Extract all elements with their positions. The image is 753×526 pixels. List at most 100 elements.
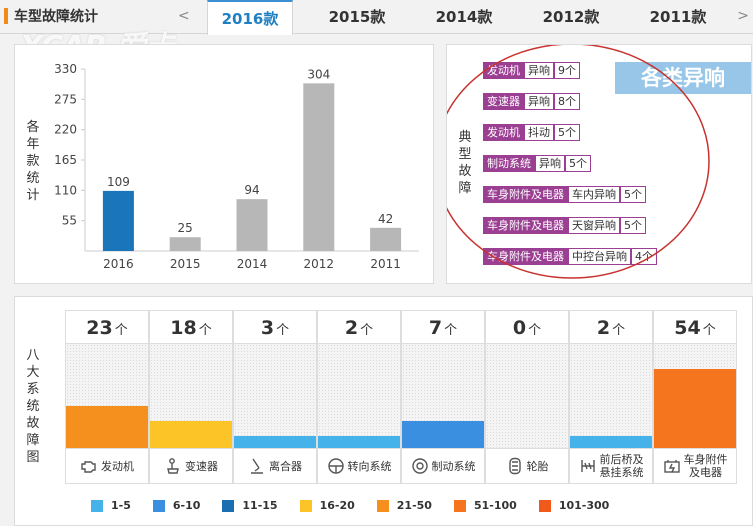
system-name: 车身附件 及电器: [683, 453, 728, 479]
legend-label: 101-300: [558, 499, 610, 512]
fault-issue: 异响: [524, 93, 554, 110]
legend-item: 6-10: [152, 499, 200, 512]
system-level-area: [65, 344, 149, 448]
fault-count: 8个: [554, 93, 580, 110]
system-level-area: [569, 344, 653, 448]
legend-swatch: [91, 499, 103, 512]
fault-item[interactable]: 发动机 异响 9个: [483, 62, 580, 79]
fault-item[interactable]: 车身附件及电器 天窗异响 5个: [483, 217, 646, 234]
system-name: 离合器: [269, 459, 302, 473]
legend-swatch: [152, 499, 165, 512]
bar-2016[interactable]: [102, 190, 134, 251]
tab-2015[interactable]: 2015款: [328, 8, 386, 26]
fault-part: 发动机: [483, 124, 524, 141]
y-tick-label: 330: [54, 62, 77, 76]
fault-count: 9个: [554, 62, 580, 79]
widget-title: 车型故障统计: [14, 9, 98, 25]
system-column[interactable]: 18 个变速器: [149, 310, 233, 484]
system-count-unit: 个: [444, 323, 458, 338]
typical-faults-vertical-label: 典型故障: [458, 130, 472, 196]
fault-issue: 异响: [535, 155, 565, 172]
system-column[interactable]: 54 个车身附件 及电器: [653, 310, 737, 484]
x-tick-label: 2011: [370, 257, 401, 271]
bar-value-label: 25: [178, 221, 193, 235]
fault-part: 车身附件及电器: [483, 217, 568, 234]
legend-item: 21-50: [376, 499, 432, 512]
system-level-fill: [654, 368, 736, 448]
bar-2015[interactable]: [169, 237, 201, 251]
system-label: 制动系统: [401, 448, 485, 484]
fault-part: 发动机: [483, 62, 524, 79]
system-name: 制动系统: [431, 459, 476, 473]
tab-2011[interactable]: 2011款: [649, 8, 707, 26]
system-level-area: [149, 344, 233, 448]
tab-2016[interactable]: 2016款: [207, 0, 293, 35]
x-tick-label: 2014: [237, 257, 268, 271]
yearly-stats-panel: 各年款统计 55 110 165 220 275 330 109 2016 25 2015 94 20…: [14, 44, 434, 284]
legend-item: 1-5: [91, 499, 131, 512]
system-label: 轮胎: [485, 448, 569, 484]
system-level-area: [485, 344, 569, 448]
fault-item[interactable]: 制动系统 异响 5个: [483, 155, 591, 172]
system-label: 转向系统: [317, 448, 401, 484]
fault-item[interactable]: 发动机 抖动 5个: [483, 124, 580, 141]
system-count-number: 3: [260, 317, 275, 339]
next-arrow-icon[interactable]: >: [737, 8, 749, 24]
eight-systems-vertical-label: 八大系统故障图: [26, 348, 40, 465]
fault-part: 变速器: [483, 93, 524, 110]
system-column[interactable]: 7 个制动系统: [401, 310, 485, 484]
system-count-unit: 个: [114, 323, 128, 338]
fault-item[interactable]: 变速器 异响 8个: [483, 93, 580, 110]
yearly-bar-chart: 55 110 165 220 275 330 109 2016 25 2015 94 2014 304 2…: [54, 62, 419, 271]
color-legend: 1-5 6-10 11-15 16-20 21-50 51-100 101-300: [91, 499, 631, 512]
system-count: 23 个: [65, 310, 149, 344]
tab-2012[interactable]: 2012款: [542, 8, 600, 26]
fault-item[interactable]: 车身附件及电器 中控台异响 4个: [483, 248, 657, 265]
fault-issue: 车内异响: [568, 186, 620, 203]
system-column[interactable]: 23 个发动机: [65, 310, 149, 484]
prev-arrow-icon[interactable]: <: [178, 8, 190, 24]
system-count-number: 2: [344, 317, 359, 339]
tire-icon: [508, 457, 521, 475]
system-count-unit: 个: [612, 323, 626, 338]
y-tick-label: 110: [54, 183, 77, 197]
system-name: 轮胎: [526, 459, 549, 473]
fault-item[interactable]: 车身附件及电器 车内异响 5个: [483, 186, 646, 203]
system-name: 转向系统: [347, 459, 392, 473]
system-column[interactable]: 0 个轮胎: [485, 310, 569, 484]
bar-2014[interactable]: [236, 199, 268, 251]
tab-2014[interactable]: 2014款: [435, 8, 493, 26]
fault-count: 5个: [620, 217, 646, 234]
legend-item: 11-15: [222, 499, 278, 512]
bar-2012[interactable]: [303, 83, 335, 252]
yearly-stats-vertical-label: 各年款统计: [26, 120, 40, 203]
x-tick-label: 2016: [103, 257, 134, 271]
x-tick-label: 2012: [304, 257, 335, 271]
system-count-unit: 个: [276, 323, 290, 338]
fault-count: 5个: [554, 124, 580, 141]
title-accent-bar: [4, 8, 8, 24]
system-name: 发动机: [101, 459, 134, 473]
system-level-fill: [150, 420, 232, 448]
system-count-number: 0: [512, 317, 527, 339]
system-level-area: [401, 344, 485, 448]
system-column[interactable]: 2 个前后桥及 悬挂系统: [569, 310, 653, 484]
legend-item: 16-20: [299, 499, 355, 512]
fault-count: 4个: [631, 248, 657, 265]
system-level-area: [653, 344, 737, 448]
y-tick-label: 55: [62, 214, 77, 228]
bar-value-label: 42: [378, 212, 393, 226]
system-count-unit: 个: [702, 323, 716, 338]
system-column[interactable]: 2 个转向系统: [317, 310, 401, 484]
bar-2011[interactable]: [370, 227, 402, 251]
system-count-unit: 个: [360, 323, 374, 338]
legend-swatch: [453, 499, 466, 512]
abnormal-noise-badge: 各类异响: [615, 62, 751, 94]
system-column[interactable]: 3 个离合器: [233, 310, 317, 484]
brake-disc-icon: [411, 458, 428, 474]
battery-icon: [663, 460, 680, 473]
y-tick-label: 165: [54, 153, 77, 167]
engine-icon: [81, 461, 96, 473]
